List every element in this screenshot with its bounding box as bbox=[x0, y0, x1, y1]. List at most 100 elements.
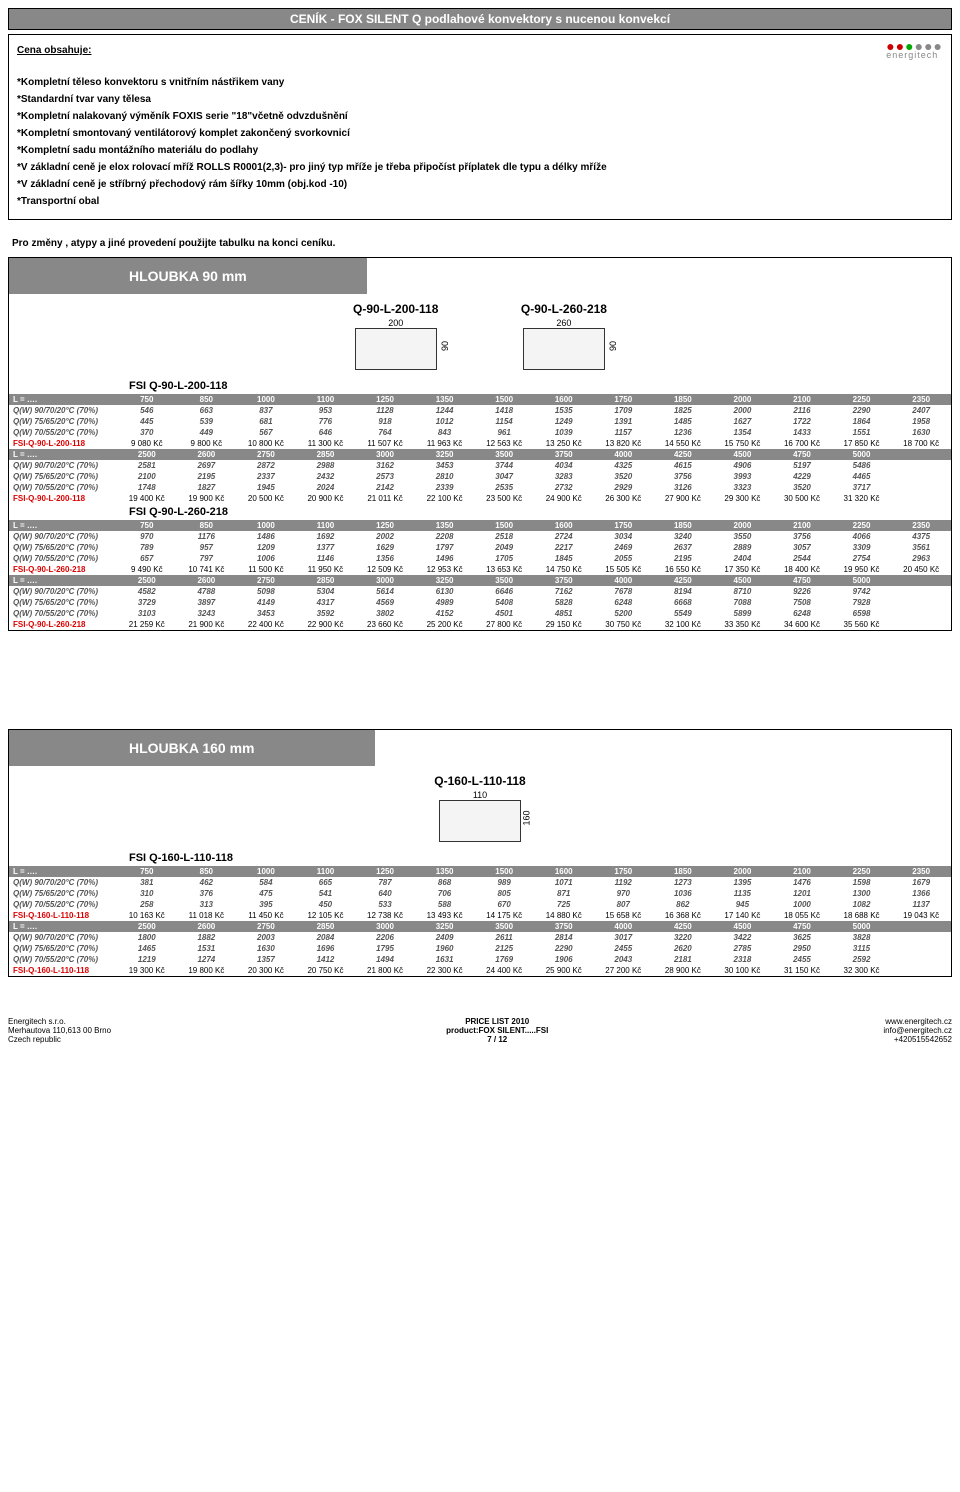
cell: 4851 bbox=[534, 608, 594, 619]
cell: 989 bbox=[474, 877, 534, 888]
cell: 1250 bbox=[355, 866, 415, 877]
cell: 2250 bbox=[832, 394, 892, 405]
cell: 2318 bbox=[713, 954, 773, 965]
cell: 1692 bbox=[296, 531, 356, 542]
cell: 7088 bbox=[713, 597, 773, 608]
cell: 1797 bbox=[415, 542, 475, 553]
cell: 1750 bbox=[594, 520, 654, 531]
cell: 2889 bbox=[713, 542, 773, 553]
cell: 541 bbox=[296, 888, 356, 899]
row-label: Q(W) 90/70/20°C (70%) bbox=[9, 460, 117, 471]
row-label: L = …. bbox=[9, 575, 117, 586]
cell: 310 bbox=[117, 888, 177, 899]
cell: 2217 bbox=[534, 542, 594, 553]
cell: 2611 bbox=[474, 932, 534, 943]
cell: 2208 bbox=[415, 531, 475, 542]
cell: 1709 bbox=[594, 405, 654, 416]
cell: 2581 bbox=[117, 460, 177, 471]
row-label: Q(W) 75/65/20°C (70%) bbox=[9, 471, 117, 482]
cell: 24 900 Kč bbox=[534, 493, 594, 504]
cell bbox=[891, 482, 951, 493]
cell: 588 bbox=[415, 899, 475, 910]
cell: 2195 bbox=[177, 471, 237, 482]
cell: 2750 bbox=[236, 575, 296, 586]
cell bbox=[891, 460, 951, 471]
cell: 3717 bbox=[832, 482, 892, 493]
cell: 4906 bbox=[713, 460, 773, 471]
cell: 1696 bbox=[296, 943, 356, 954]
diagram-title: Q-160-L-110-118 bbox=[434, 774, 525, 788]
cell: 1100 bbox=[296, 394, 356, 405]
cell: 5000 bbox=[832, 575, 892, 586]
cell: 23 500 Kč bbox=[474, 493, 534, 504]
cell: 2100 bbox=[772, 394, 832, 405]
cell: 1366 bbox=[891, 888, 951, 899]
cell: 381 bbox=[117, 877, 177, 888]
cell: 4325 bbox=[594, 460, 654, 471]
table-1: L = ….7508501000110012501350150016001750… bbox=[9, 394, 951, 504]
cell: 953 bbox=[296, 405, 356, 416]
cell: 1012 bbox=[415, 416, 475, 427]
cell bbox=[891, 449, 951, 460]
cell: 15 505 Kč bbox=[594, 564, 654, 575]
cell: 2637 bbox=[653, 542, 713, 553]
row-label: Q(W) 70/55/20°C (70%) bbox=[9, 899, 117, 910]
info-line: *Kompletní těleso konvektoru s vnitřním … bbox=[17, 75, 943, 90]
cell: 2000 bbox=[713, 405, 773, 416]
row-label: Q(W) 75/65/20°C (70%) bbox=[9, 888, 117, 899]
diagram-icon: 160 bbox=[439, 800, 521, 842]
cell: 1418 bbox=[474, 405, 534, 416]
cell: 1598 bbox=[832, 877, 892, 888]
cell: 3240 bbox=[653, 531, 713, 542]
cell: 1219 bbox=[117, 954, 177, 965]
cell: 1000 bbox=[236, 866, 296, 877]
cell: 2620 bbox=[653, 943, 713, 954]
row-label: Q(W) 90/70/20°C (70%) bbox=[9, 405, 117, 416]
cell: 1496 bbox=[415, 553, 475, 564]
row-label: Q(W) 70/55/20°C (70%) bbox=[9, 482, 117, 493]
cell: 657 bbox=[117, 553, 177, 564]
cell: 2544 bbox=[772, 553, 832, 564]
footer-center: PRICE LIST 2010product:FOX SILENT.....FS… bbox=[446, 1017, 548, 1044]
cell: 1071 bbox=[534, 877, 594, 888]
cell: 6248 bbox=[772, 608, 832, 619]
cell: 4788 bbox=[177, 586, 237, 597]
cell: 4250 bbox=[653, 921, 713, 932]
cell: 1722 bbox=[772, 416, 832, 427]
cell: 25 900 Kč bbox=[534, 965, 594, 976]
cell: 1082 bbox=[832, 899, 892, 910]
cell: 957 bbox=[177, 542, 237, 553]
cell: 1350 bbox=[415, 394, 475, 405]
cell bbox=[891, 597, 951, 608]
cell: 3000 bbox=[355, 575, 415, 586]
diagram-title: Q-90-L-200-118 bbox=[353, 302, 438, 316]
cell: 12 738 Kč bbox=[355, 910, 415, 921]
cell: 3057 bbox=[772, 542, 832, 553]
cell: 1250 bbox=[355, 394, 415, 405]
cell: 10 741 Kč bbox=[177, 564, 237, 575]
footer-right: www.energitech.czinfo@energitech.cz+4205… bbox=[883, 1017, 952, 1044]
cell: 9226 bbox=[772, 586, 832, 597]
cell: 19 950 Kč bbox=[832, 564, 892, 575]
cell: 1201 bbox=[772, 888, 832, 899]
cell: 1412 bbox=[296, 954, 356, 965]
cell: 4465 bbox=[832, 471, 892, 482]
cell: 32 300 Kč bbox=[832, 965, 892, 976]
cell: 1600 bbox=[534, 866, 594, 877]
cell: 1100 bbox=[296, 520, 356, 531]
cell: 2929 bbox=[594, 482, 654, 493]
cell: 6130 bbox=[415, 586, 475, 597]
cell: 2785 bbox=[713, 943, 773, 954]
cell: 3283 bbox=[534, 471, 594, 482]
cell: 20 900 Kč bbox=[296, 493, 356, 504]
cell: 445 bbox=[117, 416, 177, 427]
cell: 4250 bbox=[653, 449, 713, 460]
cell: 376 bbox=[177, 888, 237, 899]
row-label: FSI-Q-160-L-110-118 bbox=[9, 910, 117, 921]
cell: 3250 bbox=[415, 449, 475, 460]
cell: 1800 bbox=[117, 932, 177, 943]
cell: 17 850 Kč bbox=[832, 438, 892, 449]
cell: 1157 bbox=[594, 427, 654, 438]
section-90-title: HLOUBKA 90 mm bbox=[9, 258, 367, 294]
cell: 3802 bbox=[355, 608, 415, 619]
